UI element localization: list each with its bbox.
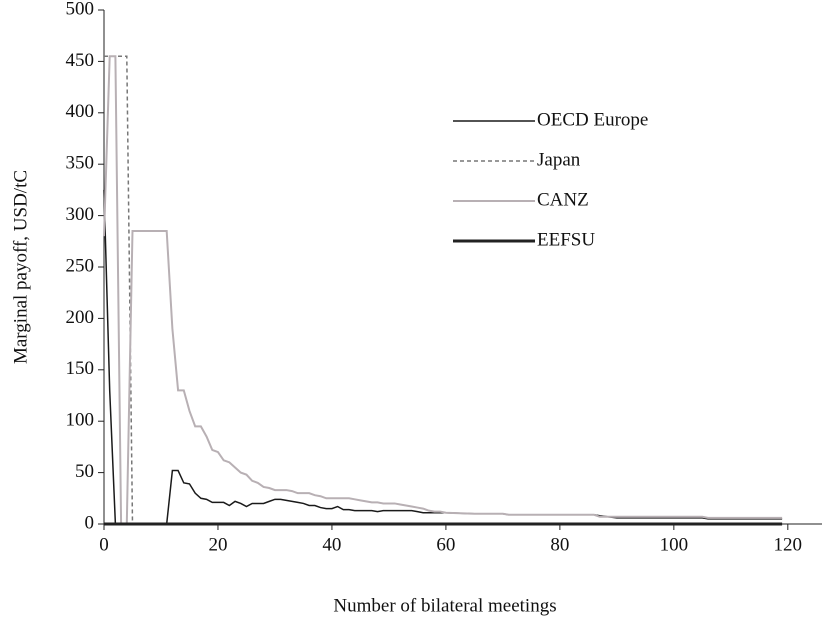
x-tick-label: 40 (322, 534, 341, 555)
legend-label: Japan (537, 149, 581, 170)
y-tick-label: 150 (66, 358, 95, 379)
y-tick-label: 0 (85, 512, 95, 533)
x-tick-label: 80 (550, 534, 569, 555)
x-tick-label: 120 (774, 534, 803, 555)
legend-label: EEFSU (537, 229, 595, 250)
y-tick-label: 400 (66, 101, 95, 122)
y-tick-label: 500 (66, 0, 95, 19)
y-tick-label: 300 (66, 204, 95, 225)
y-tick-label: 50 (75, 461, 94, 482)
legend-label: CANZ (537, 189, 589, 210)
y-tick-label: 100 (66, 410, 95, 431)
x-tick-label: 20 (208, 534, 227, 555)
x-tick-label: 100 (660, 534, 689, 555)
series-line (104, 55, 783, 525)
y-tick-label: 250 (66, 255, 95, 276)
y-tick-label: 200 (66, 307, 95, 328)
series-line (103, 55, 783, 525)
y-tick-label: 350 (66, 153, 95, 174)
x-tick-label: 0 (99, 534, 109, 555)
legend-label: OECD Europe (537, 109, 648, 130)
y-axis-title: Marginal payoff, USD/tC (10, 170, 31, 364)
y-tick-label: 450 (66, 50, 95, 71)
x-tick-label: 60 (436, 534, 455, 555)
series-line (103, 189, 783, 525)
x-axis-title: Number of bilateral meetings (333, 595, 556, 616)
